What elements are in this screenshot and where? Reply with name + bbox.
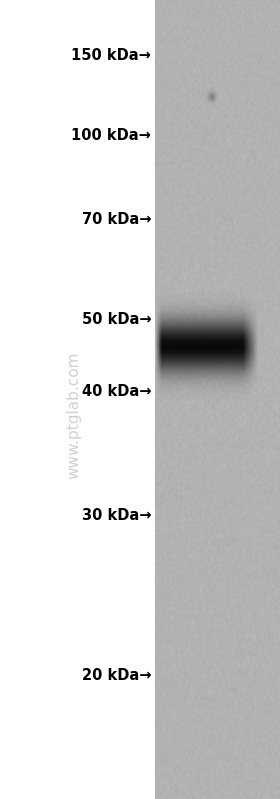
Text: 100 kDa→: 100 kDa→ [71, 129, 151, 143]
Text: 70 kDa→: 70 kDa→ [82, 213, 151, 227]
Bar [155, 0, 280, 799]
Text: 30 kDa→: 30 kDa→ [82, 508, 151, 523]
Text: 50 kDa→: 50 kDa→ [81, 312, 151, 327]
Text: 20 kDa→: 20 kDa→ [82, 668, 151, 682]
Text: 40 kDa→: 40 kDa→ [82, 384, 151, 399]
Text: www.ptglab.com: www.ptglab.com [67, 352, 82, 479]
Text: 150 kDa→: 150 kDa→ [71, 49, 151, 63]
